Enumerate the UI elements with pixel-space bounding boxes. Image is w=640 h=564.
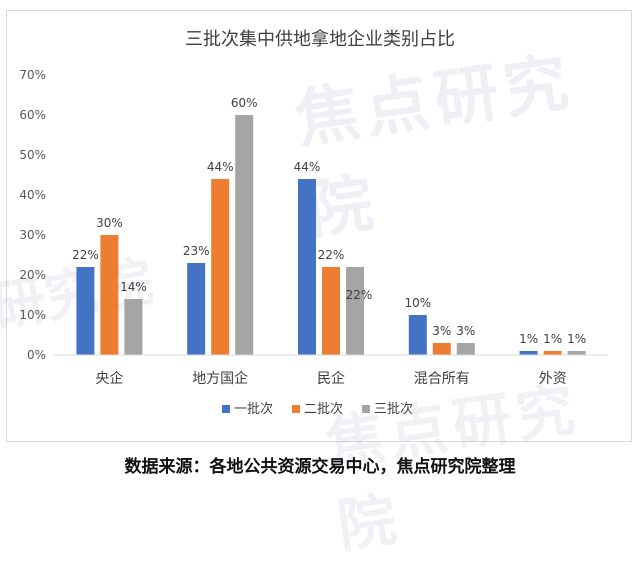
y-tick-label: 70%: [19, 68, 46, 82]
bar: [432, 343, 451, 355]
data-label: 1%: [567, 332, 586, 346]
bar: [298, 179, 316, 355]
y-tick-label: 10%: [19, 308, 46, 322]
bar: [100, 235, 119, 355]
category-label: 民企: [317, 370, 345, 387]
y-tick-label: 20%: [19, 268, 46, 282]
legend-label: 三批次: [374, 401, 413, 417]
bar: [211, 179, 230, 355]
bar: [456, 343, 475, 355]
data-label: 3%: [432, 324, 451, 338]
bar: [543, 351, 562, 355]
bar: [187, 263, 206, 355]
data-label: 30%: [96, 216, 123, 230]
data-label: 10%: [404, 296, 431, 310]
bar: [567, 351, 586, 355]
bar-chart: 三批次集中供地拿地企业类别占比 0%10%20%30%40%50%60%70% …: [19, 28, 608, 417]
bars-group: 22%30%14%23%44%60%44%22%22%10%3% 3%1% 1% 1%: [72, 96, 586, 355]
legend-label: 一批次: [234, 401, 273, 417]
y-tick-label: 40%: [19, 188, 46, 202]
legend-label: 二批次: [304, 401, 343, 417]
y-tick-label: 50%: [19, 148, 46, 162]
y-tick-label: 0%: [27, 348, 46, 362]
chart-title: 三批次集中供地拿地企业类别占比: [185, 28, 455, 50]
data-label: 14%: [120, 280, 147, 294]
data-label: 60%: [231, 96, 258, 110]
category-label: 外资: [539, 371, 567, 387]
legend: 一批次 二批次 三批次: [222, 401, 413, 417]
chart-frame: [6, 10, 632, 442]
category-label: 地方国企: [192, 370, 248, 387]
data-label: 44%: [207, 160, 234, 174]
data-label: 22%: [346, 288, 373, 302]
bar: [519, 351, 538, 355]
data-label: 1%: [519, 332, 538, 346]
legend-swatch: [362, 405, 370, 413]
y-tick-label: 30%: [19, 228, 46, 242]
bar: [235, 115, 254, 355]
source-note: 数据来源：各地公共资源交易中心，焦点研究院整理: [124, 457, 516, 477]
data-label: 23%: [183, 244, 210, 258]
bar: [346, 267, 364, 355]
legend-swatch: [222, 405, 230, 413]
bar: [76, 267, 95, 355]
bar: [124, 299, 143, 355]
data-label: 44%: [294, 160, 321, 174]
category-label: 混合所有: [414, 371, 470, 387]
data-label: 3%: [456, 324, 475, 338]
y-axis: 0% 10% 20% 30% 40% 50% 60% 70%: [19, 68, 46, 362]
category-label: 央企: [95, 370, 123, 387]
data-label: 1%: [543, 332, 562, 346]
x-axis: 央企 地方国企 民企 混合所有 外资: [54, 354, 608, 387]
y-tick-label: 60%: [19, 108, 46, 122]
data-label: 22%: [72, 248, 99, 262]
legend-swatch: [292, 405, 300, 413]
data-label: 22%: [318, 248, 345, 262]
bar: [408, 315, 427, 355]
bar: [322, 267, 340, 355]
